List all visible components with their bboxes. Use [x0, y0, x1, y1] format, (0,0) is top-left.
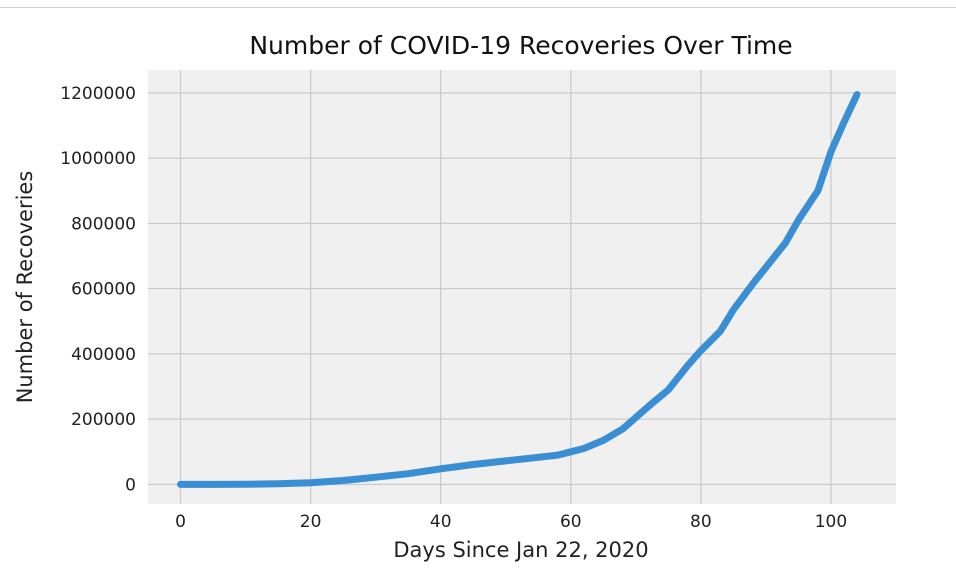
x-tick-label: 0 [175, 512, 186, 532]
y-tick-labels: 0 200000 400000 600000 800000 1000000 1200000 [60, 84, 136, 496]
y-tick-label: 0 [125, 475, 136, 495]
x-tick-label: 20 [300, 512, 322, 532]
x-tick-label: 100 [815, 512, 847, 532]
y-tick-label: 800000 [71, 214, 136, 234]
chart-title: Number of COVID-19 Recoveries Over Time [249, 31, 792, 60]
plot-area-background [148, 70, 896, 504]
y-tick-label: 400000 [71, 345, 136, 365]
y-tick-label: 600000 [71, 280, 136, 300]
x-tick-label: 80 [690, 512, 712, 532]
y-tick-label: 200000 [71, 410, 136, 430]
y-tick-label: 1200000 [60, 84, 136, 104]
top-divider [0, 7, 956, 8]
y-tick-label: 1000000 [60, 149, 136, 169]
series-line [177, 91, 861, 488]
grid-lines [148, 70, 896, 504]
x-tick-labels: 0 20 40 60 80 100 [175, 512, 847, 532]
x-tick-label: 60 [560, 512, 582, 532]
x-axis-label: Days Since Jan 22, 2020 [393, 538, 648, 562]
x-tick-label: 40 [430, 512, 452, 532]
y-axis-label: Number of Recoveries [13, 171, 37, 404]
